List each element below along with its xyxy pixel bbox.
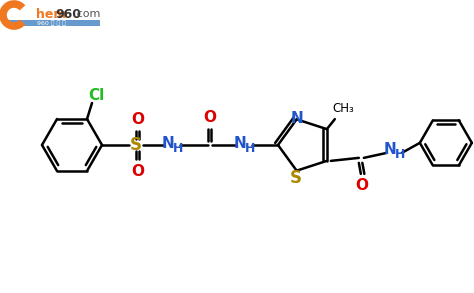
Text: Cl: Cl <box>88 88 104 103</box>
Text: H: H <box>173 142 183 154</box>
Text: O: O <box>203 110 217 125</box>
Text: O: O <box>356 178 368 193</box>
Text: S: S <box>130 136 142 154</box>
Bar <box>5 20 100 26</box>
Text: S: S <box>290 169 301 187</box>
Text: H: H <box>245 142 255 154</box>
Text: .com: .com <box>74 9 101 19</box>
Text: N: N <box>383 142 396 157</box>
Text: hem: hem <box>36 8 66 21</box>
Text: O: O <box>131 163 145 178</box>
Text: N: N <box>234 135 246 151</box>
Text: H: H <box>395 148 405 161</box>
Text: O: O <box>131 112 145 127</box>
Text: CH₃: CH₃ <box>332 102 354 115</box>
Text: 960: 960 <box>55 8 81 21</box>
Text: 960 化 工 网: 960 化 工 网 <box>37 20 66 26</box>
Text: N: N <box>162 135 174 151</box>
Text: N: N <box>290 111 303 126</box>
